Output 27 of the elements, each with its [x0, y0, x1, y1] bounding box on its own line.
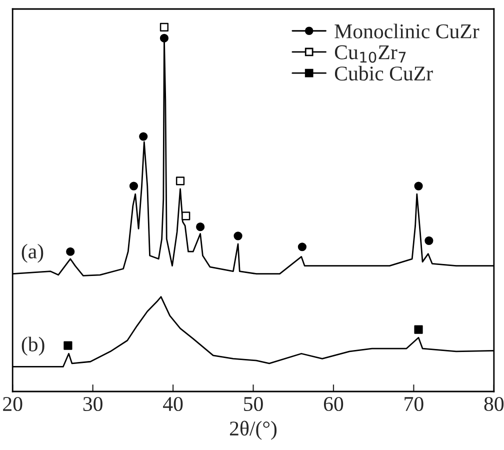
point: [196, 222, 205, 232]
point: [160, 22, 169, 32]
point: [182, 212, 190, 220]
x-tick-label: 60: [324, 396, 344, 412]
point: [160, 34, 169, 42]
annotation: (b): [22, 336, 44, 356]
point: [234, 232, 242, 240]
x-axis-title: 2θ/(°): [230, 420, 277, 440]
point: [139, 132, 148, 141]
x-tick-label: 50: [244, 396, 263, 412]
legend-label: Cu$_{10}$Zr$_{7}$: [334, 45, 406, 63]
x-tick-label: 20: [3, 396, 22, 412]
legend-label: Cubic CuZr: [334, 66, 433, 81]
point: [414, 325, 423, 334]
point: [66, 247, 75, 256]
point: [298, 242, 306, 252]
annotation: (a): [22, 244, 44, 263]
x-tick-label: 30: [83, 396, 102, 412]
point: [176, 176, 185, 186]
point: [129, 182, 138, 190]
x-tick-label: 70: [404, 396, 424, 412]
x-tick-label: 80: [484, 396, 504, 412]
point: [64, 341, 72, 350]
point: [414, 182, 423, 190]
x-tick-label: 40: [163, 396, 183, 412]
legend-label: Monoclinic CuZr: [334, 24, 480, 38]
point: [424, 236, 434, 245]
